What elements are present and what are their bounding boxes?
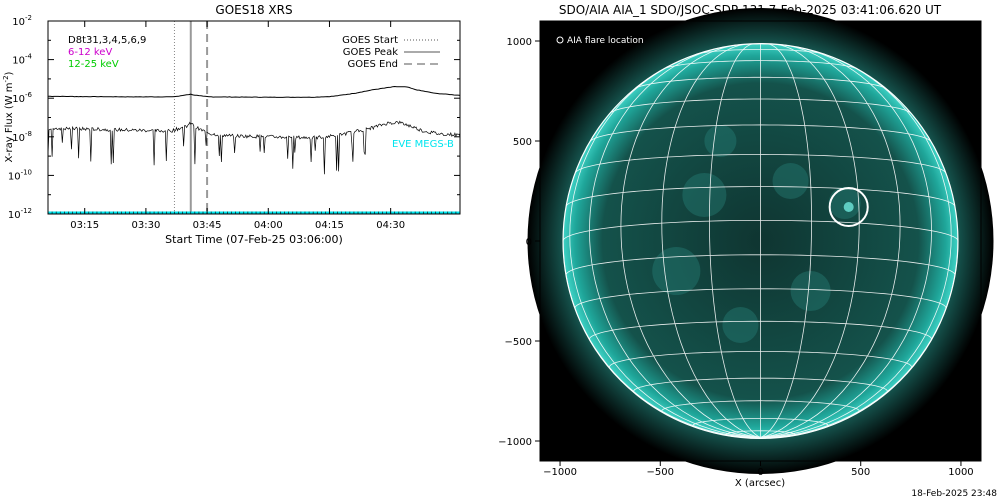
- legend-right-goes-start: GOES Start: [342, 35, 398, 46]
- goes-y-tick-exp: -2: [25, 14, 32, 22]
- aia-active-region: [722, 306, 759, 344]
- aia-x-ticks: −1000 −500 0 500 1000: [543, 461, 974, 478]
- aia-active-region: [790, 270, 831, 312]
- aia-longitude-line: [760, 46, 932, 438]
- aia-x-tick-label: 500: [851, 467, 870, 478]
- goes-y-tick-exp: -12: [21, 207, 32, 215]
- goes-y-tick-exp: -8: [25, 130, 32, 138]
- goes-y-axis-label: X-ray Flux (W m-2): [2, 71, 15, 162]
- aia-longitude-line: [620, 44, 761, 438]
- aia-legend-label: AIA flare location: [567, 36, 644, 46]
- goes-plot-area: [47, 21, 461, 215]
- goes-y-tick-exp: -4: [25, 53, 33, 61]
- aia-x-tick-label: −500: [647, 467, 674, 478]
- goes-xrs-panel: GOES18 XRS 10-2 10-4 10-6 10-8 10-10 10-12 03…: [2, 3, 461, 246]
- goes-ylabel-text: X-ray Flux (W m: [4, 82, 15, 162]
- aia-y-tick-label: −500: [505, 337, 532, 348]
- goes-x-tick-label: 04:00: [254, 220, 283, 231]
- goes-y-tick-label: 10-12: [8, 207, 32, 221]
- goes-y-tick-label: 10-8: [12, 130, 32, 144]
- goes-ylabel-close: ): [4, 71, 15, 75]
- goes-y-tick-exp: -10: [21, 168, 32, 176]
- goes-x-tick-label: 03:30: [131, 220, 160, 231]
- eve-megs-b-label: EVE MEGS-B: [392, 139, 454, 150]
- aia-active-region: [652, 246, 701, 296]
- aia-x-tick-label: 1000: [948, 467, 973, 478]
- aia-longitude-line: [708, 43, 761, 438]
- aia-longitude-line: [760, 43, 860, 438]
- aia-y-tick-label: 0: [526, 237, 532, 248]
- legend-left-0: D8t31,3,4,5,6,9: [68, 35, 146, 46]
- aia-y-ticks: −1000 −500 0 500 1000: [498, 37, 540, 448]
- aia-x-tick-label: −1000: [543, 467, 577, 478]
- goes-y-tick-label: 10-2: [12, 14, 32, 28]
- aia-image-area: [527, 8, 994, 474]
- aia-active-region: [682, 172, 727, 218]
- goes-x-tick-label: 03:45: [193, 220, 222, 231]
- goes-y-tick-label: 10-6: [12, 91, 32, 105]
- aia-longitude-line: [589, 46, 761, 438]
- aia-heliographic-grid: [562, 43, 959, 439]
- goes-title: GOES18 XRS: [215, 3, 292, 17]
- aia-flare-bright-spot: [843, 202, 854, 212]
- aia-active-region: [772, 162, 809, 200]
- goes-series-0: [48, 85, 461, 98]
- aia-panel: SDO/AIA AIA_1 SDO/JSOC-SDP 131 7-Feb-202…: [498, 3, 994, 489]
- goes-series-1: [47, 120, 461, 175]
- goes-x-ticks: 03:15 03:30 03:45 04:00 04:15 04:30: [51, 21, 457, 231]
- aia-y-tick-label: 500: [513, 137, 532, 148]
- goes-y-tick-label: 10-10: [8, 168, 32, 182]
- legend-right-goes-peak: GOES Peak: [343, 47, 398, 58]
- goes-y-tick-exp: -6: [25, 91, 33, 99]
- aia-y-tick-label: 1000: [507, 37, 532, 48]
- aia-legend-marker: [556, 36, 564, 44]
- aia-y-tick-label: −1000: [498, 437, 532, 448]
- goes-x-tick-label: 04:15: [315, 220, 344, 231]
- legend-left-2: 12-25 keV: [68, 59, 119, 70]
- aia-longitude-line: [569, 59, 761, 438]
- goes-y-tick-label: 10-4: [12, 53, 32, 67]
- aia-x-tick-label: 0: [757, 467, 763, 478]
- aia-longitude-line: [661, 43, 761, 438]
- aia-x-axis-label: X (arcsec): [735, 478, 785, 489]
- aia-flare-location-circle: [828, 186, 869, 228]
- legend-left-1: 6-12 keV: [68, 47, 112, 58]
- goes-x-tick-label: 03:15: [70, 220, 99, 231]
- aia-longitude-line: [760, 44, 901, 438]
- aia-longitude-line: [760, 59, 952, 438]
- legend-right-goes-end: GOES End: [348, 59, 398, 70]
- goes-ylabel-sup: -2: [2, 75, 10, 82]
- aia-active-region: [828, 186, 861, 220]
- footer-timestamp: 18-Feb-2025 23:48: [911, 489, 997, 499]
- aia-limb-outline: [562, 42, 959, 440]
- goes-x-tick-label: 04:30: [376, 220, 405, 231]
- aia-active-region: [704, 124, 737, 158]
- goes-x-axis-label: Start Time (07-Feb-25 03:06:00): [165, 233, 343, 246]
- aia-longitude-line: [760, 43, 813, 438]
